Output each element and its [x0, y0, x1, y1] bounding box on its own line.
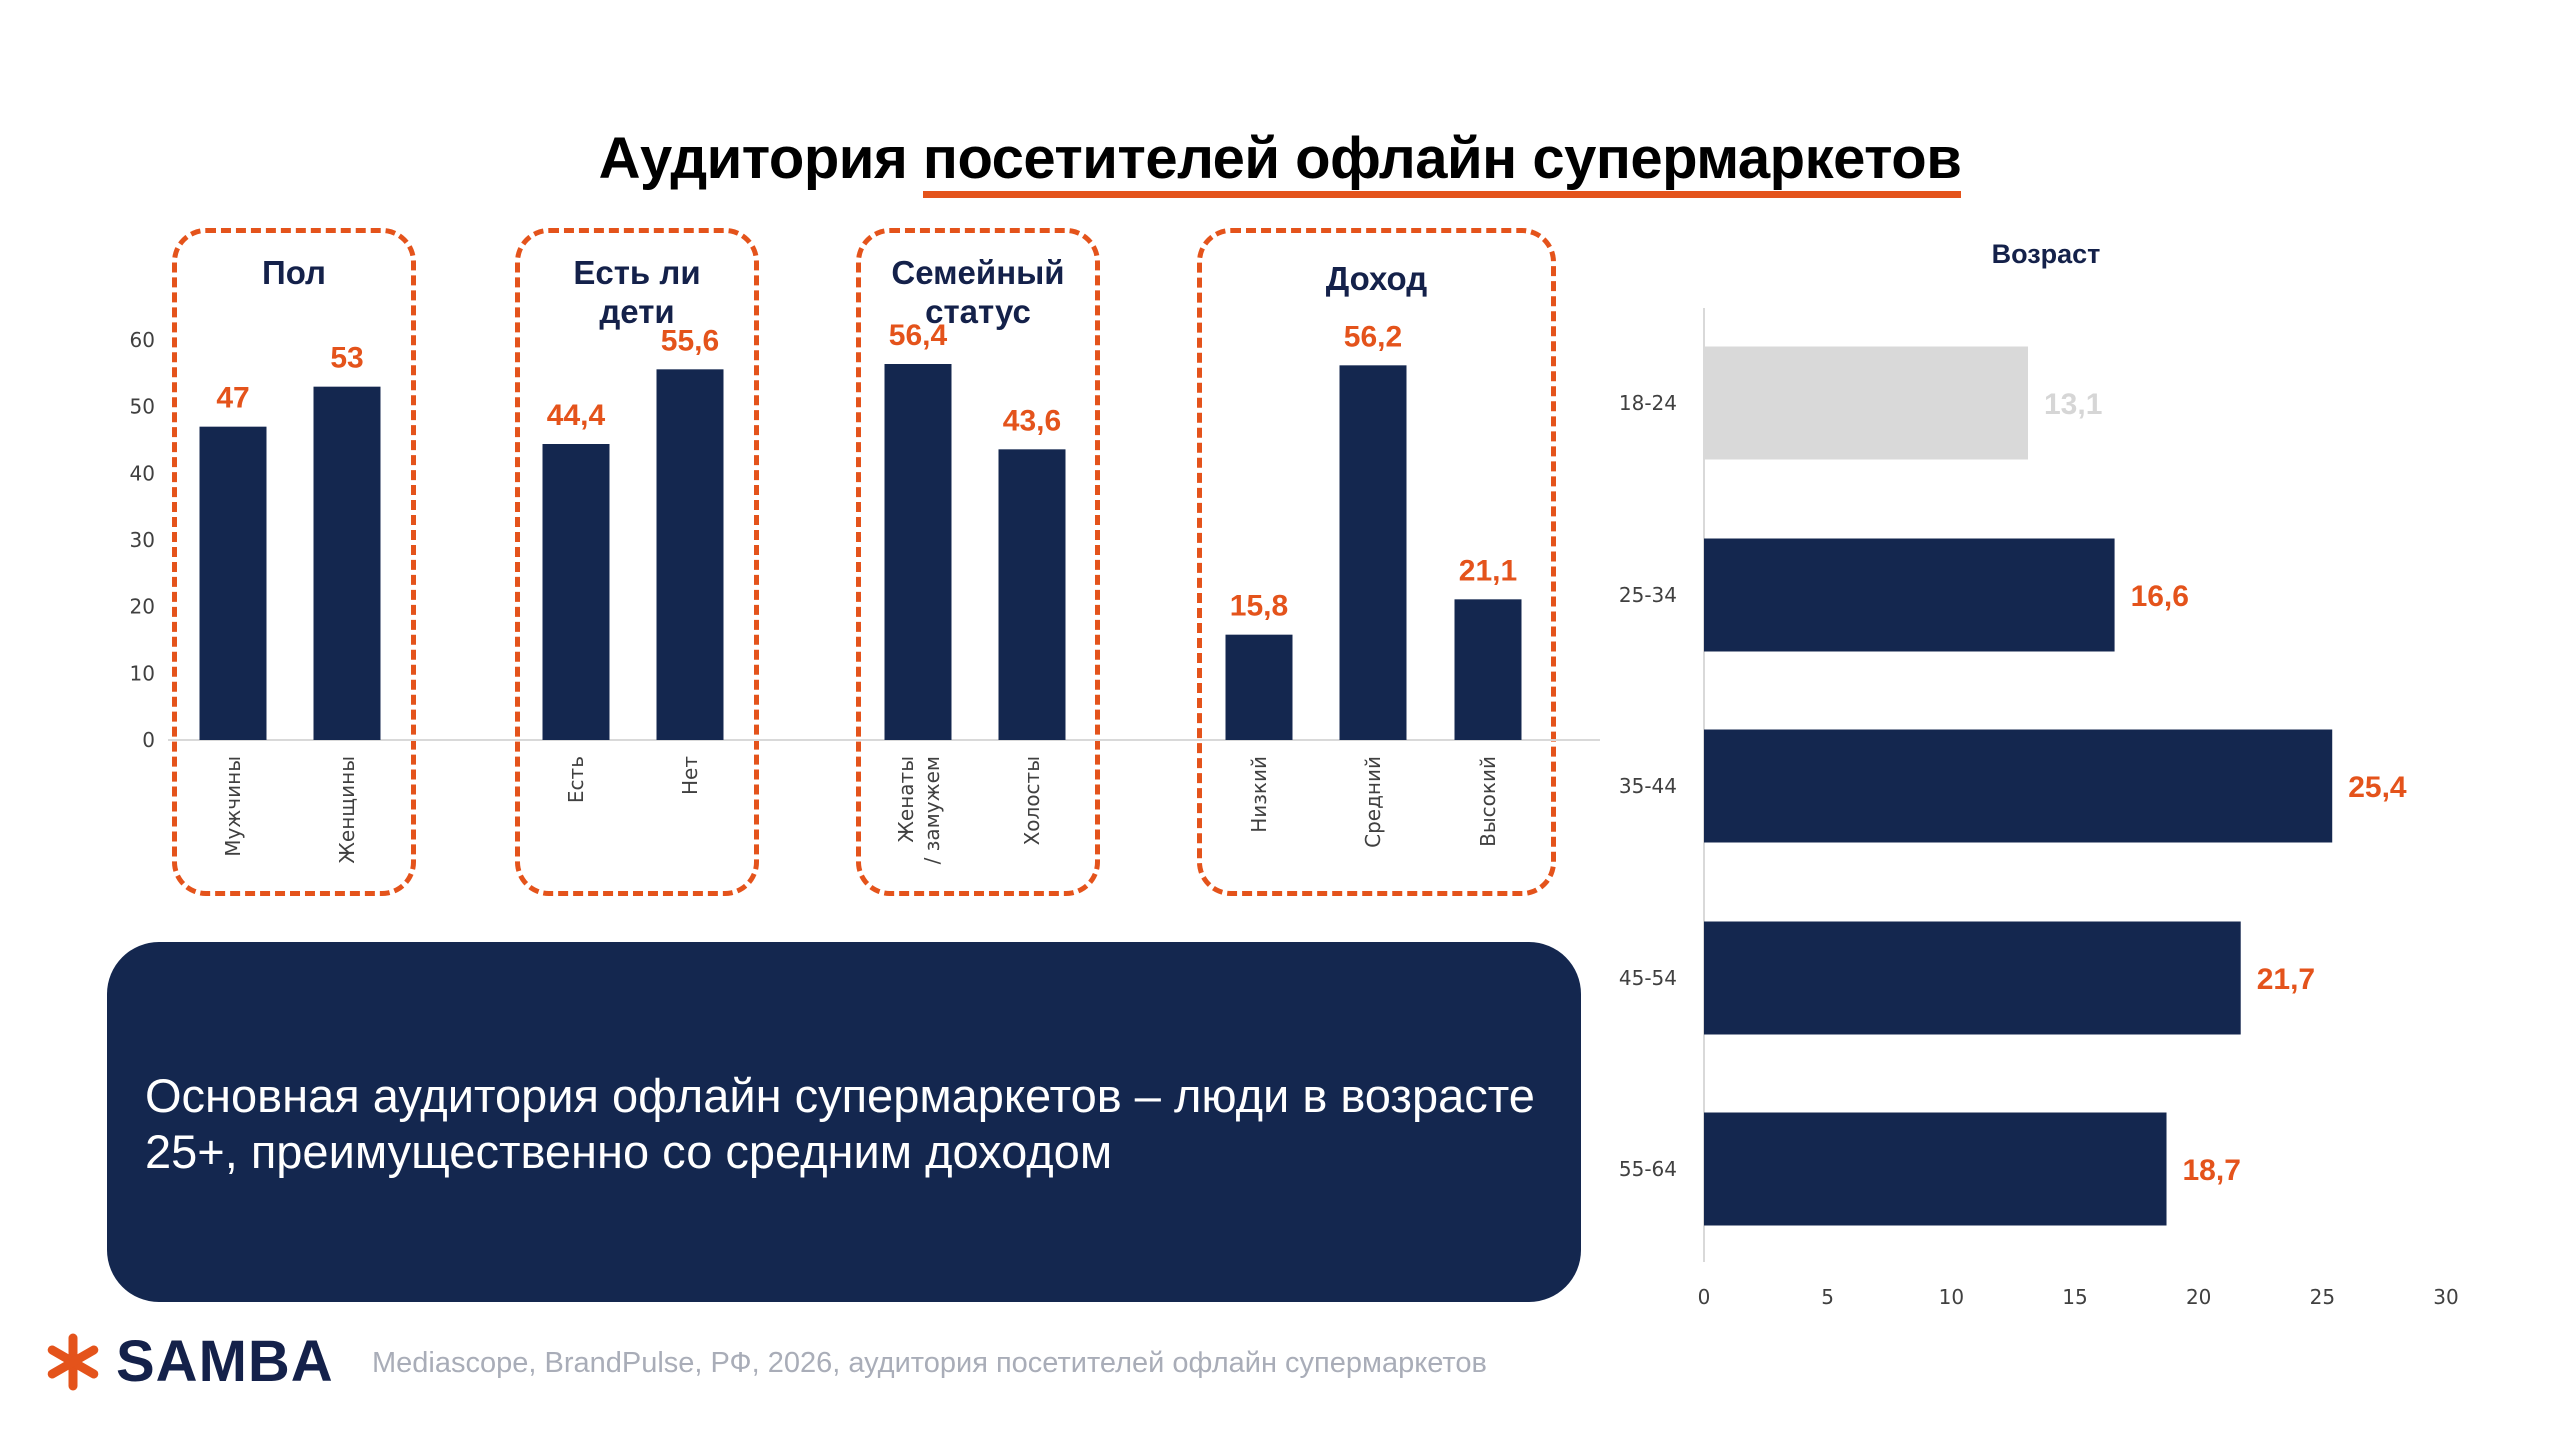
category-label-line: Нет [678, 756, 702, 795]
asterisk-icon [47, 1333, 99, 1390]
x-tick-label: 30 [2433, 1285, 2458, 1309]
category-label: Холосты [1020, 756, 1044, 845]
group-box-children [515, 228, 759, 896]
data-label: 21,1 [1459, 554, 1517, 587]
source-note: Mediascope, BrandPulse, РФ, 2026, аудито… [372, 1347, 1487, 1379]
group-box-family [856, 228, 1100, 896]
category-label-line: Женаты [894, 756, 918, 843]
y-tick-label: 20 [130, 595, 155, 619]
data-label: 25,4 [2348, 771, 2407, 804]
bar [313, 386, 381, 740]
data-label: 44,4 [547, 399, 606, 432]
y-tick-label: 60 [130, 328, 155, 352]
bar [199, 426, 267, 740]
category-label: Средний [1361, 756, 1385, 848]
data-label: 13,1 [2044, 388, 2102, 421]
data-label: 15,8 [1230, 590, 1288, 623]
bar [1225, 634, 1293, 740]
title-underlined: посетителей офлайн супермаркетов [922, 126, 1962, 198]
page-title: Аудитория посетителей офлайн супермаркет… [0, 125, 2560, 198]
category-label-line: Есть [564, 756, 588, 803]
category-label-line: Женщины [335, 756, 359, 864]
data-label: 55,6 [661, 324, 719, 357]
category-label: Высокий [1476, 756, 1500, 847]
x-tick-label: 5 [1821, 1285, 1834, 1309]
data-label: 18,7 [2183, 1154, 2241, 1187]
category-label: 45-54 [1619, 966, 1677, 990]
age-bar-chart: Возраст 13,1 18-24 16,6 25-34 25,4 35-44 21,7 45… [1619, 239, 2459, 1309]
data-label: 47 [216, 382, 249, 415]
data-label: 56,2 [1344, 320, 1402, 353]
x-tick-label: 15 [2062, 1285, 2087, 1309]
y-tick-label: 0 [142, 728, 155, 752]
bar [1704, 538, 2115, 652]
category-label: 18-24 [1619, 391, 1677, 415]
bar [884, 364, 952, 740]
category-label: Женаты / замужем [894, 756, 944, 864]
group-box-gender [172, 228, 416, 896]
category-label-line: Средний [1361, 756, 1385, 848]
category-label: Низкий [1247, 756, 1271, 833]
data-label: 43,6 [1003, 404, 1061, 437]
y-tick-label: 30 [130, 528, 155, 552]
conclusion-text: Основная аудитория офлайн супермаркетов … [145, 1069, 1535, 1178]
data-label: 56,4 [889, 319, 948, 352]
y-tick-label: 40 [130, 461, 155, 485]
y-tick-label: 50 [130, 395, 155, 419]
x-tick-label: 20 [2186, 1285, 2211, 1309]
category-label: 55-64 [1619, 1157, 1677, 1181]
data-label: 21,7 [2257, 963, 2315, 996]
title-plain: Аудитория [598, 126, 923, 191]
bar [542, 444, 610, 740]
data-label: 53 [330, 342, 363, 375]
category-label-line: Низкий [1247, 756, 1271, 833]
category-label: Есть [564, 756, 588, 803]
bar [1339, 365, 1407, 740]
conclusion-panel: Основная аудитория офлайн супермаркетов … [107, 942, 1581, 1302]
category-label-line: Мужчины [221, 756, 245, 857]
x-tick-label: 25 [2310, 1285, 2335, 1309]
demographics-bar-chart: 0 10 20 30 40 50 60 47 Мужчины 53 Женщины 44,4 Есть 5… [130, 319, 1600, 864]
bar [656, 369, 724, 740]
data-label: 16,6 [2131, 580, 2189, 613]
group-title-gender: Пол [261, 254, 327, 291]
bar [1454, 599, 1522, 740]
bar [1704, 1112, 2167, 1226]
bar [1704, 921, 2241, 1035]
group-title-income: Доход [1325, 260, 1428, 297]
category-label-line: / замужем [920, 756, 944, 864]
group-title-family: Семейный статус [891, 254, 1065, 330]
x-tick-label: 10 [1939, 1285, 1964, 1309]
category-label: Нет [678, 756, 702, 795]
bar [1704, 729, 2333, 843]
brand-name: SAMBA [116, 1329, 334, 1394]
category-label: Женщины [335, 756, 359, 864]
category-label: 25-34 [1619, 583, 1677, 607]
group-box-income [1197, 228, 1556, 896]
category-label-line: Холосты [1020, 756, 1044, 845]
bar [998, 449, 1066, 740]
y-tick-label: 10 [130, 661, 155, 685]
samba-logo: SAMBA [44, 1328, 334, 1395]
category-label: 35-44 [1619, 774, 1677, 798]
category-label: Мужчины [221, 756, 245, 857]
bar [1704, 346, 2029, 460]
age-chart-title: Возраст [1992, 239, 2101, 269]
x-tick-label: 0 [1698, 1285, 1711, 1309]
category-label-line: Высокий [1476, 756, 1500, 847]
group-title-children: Есть ли дети [573, 254, 701, 330]
